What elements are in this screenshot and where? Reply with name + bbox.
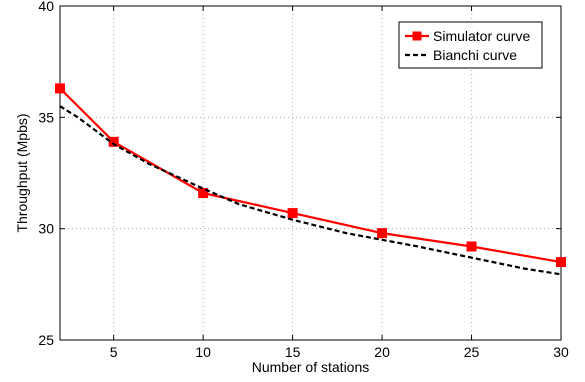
simulator-curve-point [556, 257, 566, 268]
legend-item-simulator-curve: Simulator curve [405, 28, 530, 44]
axes [59, 5, 562, 341]
y-tick-label: 35 [38, 109, 54, 125]
x-axis-label: Number of stations [252, 359, 370, 375]
legend-label: Simulator curve [433, 28, 530, 44]
simulator-curve-point [466, 241, 477, 252]
legend-item-bianchi-curve: Bianchi curve [405, 47, 517, 63]
simulator-curve-line [59, 87, 562, 264]
y-tick-label: 25 [38, 332, 54, 348]
tick-labels: 5 10 15 20 25 30 25 30 35 40 [38, 0, 569, 360]
series [55, 83, 566, 276]
plot-frame [59, 5, 562, 341]
x-tick-label: 20 [374, 344, 390, 360]
simulator-curve-point [377, 228, 388, 239]
x-tick-label: 30 [553, 344, 569, 360]
legend-label: Bianchi curve [433, 47, 517, 63]
x-tick-label: 25 [464, 344, 480, 360]
bianchi-curve-line [59, 105, 562, 276]
legend: Simulator curve Bianchi curve [398, 21, 543, 69]
y-axis-label: Throughput (Mpbs) [14, 113, 30, 232]
simulator-curve-point [198, 188, 209, 199]
legend-marker [412, 31, 422, 41]
bianchi-curve-series [59, 105, 562, 276]
x-tick-label: 10 [195, 344, 211, 360]
simulator-curve-point [287, 208, 298, 219]
x-tick-label: 5 [110, 344, 118, 360]
simulator-curve-point [55, 83, 65, 94]
x-tick-label: 15 [285, 344, 301, 360]
y-tick-label: 30 [38, 221, 54, 237]
y-tick-label: 40 [38, 0, 54, 14]
legend-box [398, 21, 543, 69]
simulator-curve-series [55, 83, 566, 268]
